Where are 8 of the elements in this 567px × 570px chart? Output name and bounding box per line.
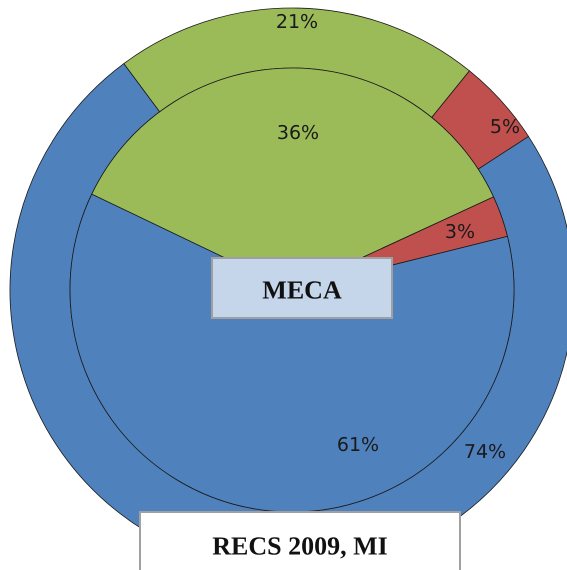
data-label: 21% — [276, 11, 318, 33]
data-label: 61% — [336, 434, 380, 456]
data-label: 5% — [490, 116, 520, 138]
text: MECA — [262, 276, 342, 304]
data-label: 74% — [464, 441, 506, 463]
text: RECS 2009, MI — [212, 532, 388, 560]
data-label: 3% — [444, 221, 476, 243]
data-label: 36% — [276, 122, 320, 144]
